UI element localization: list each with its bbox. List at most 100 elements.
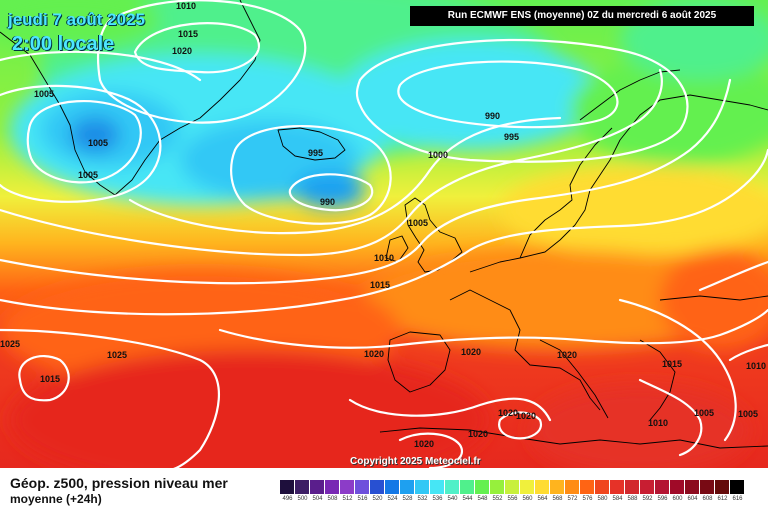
color-scale-tick-label: 504 [312,496,323,502]
map-footer: Géop. z500, pression niveau mer moyenne … [0,468,768,512]
isobar-label: 1005 [78,170,98,180]
isobar-label: 1005 [694,408,714,418]
color-scale-swatch [475,480,490,494]
color-scale-swatch [490,480,505,494]
color-scale-swatch [520,480,535,494]
color-scale-swatch [535,480,550,494]
isobar-label: 1020 [414,439,434,449]
weather-map: 1010 1015 1020 1005 1005 1005 990 995 99… [0,0,768,468]
isobar-label: 1005 [88,138,108,148]
color-scale-tick-label: 592 [642,496,653,502]
color-scale-tick-label: 580 [597,496,608,502]
geopotential-patches [0,0,768,468]
color-scale-swatch [385,480,400,494]
color-scale-tick-label: 512 [342,496,353,502]
isobar-label: 1015 [662,359,682,369]
color-scale-tick-label: 516 [357,496,368,502]
color-scale-tick-label: 588 [627,496,638,502]
color-scale-bar [280,480,745,494]
color-scale-swatch [280,480,295,494]
color-scale-swatch [460,480,475,494]
color-scale-tick-label: 616 [732,496,743,502]
color-scale-tick-label: 496 [282,496,293,502]
isobar-label: 995 [308,148,323,158]
color-scale-swatch [325,480,340,494]
map-canvas: 1010 1015 1020 1005 1005 1005 990 995 99… [0,0,768,468]
color-scale-ticks: 496 500 504 508 512 516 520 524 528 532 536 540 544 5… [280,496,745,502]
isobar-label: 1020 [498,408,518,418]
model-run-banner: Run ECMWF ENS (moyenne) 0Z du mercredi 6… [410,6,754,26]
color-scale-tick-label: 524 [387,496,398,502]
color-scale-swatch [730,480,745,494]
isobar-label: 995 [504,132,519,142]
color-scale-swatch [685,480,700,494]
isobar-label: 1005 [408,218,428,228]
isobar-label: 1020 [364,349,384,359]
isobar-label: 1020 [461,347,481,357]
color-scale-swatch [400,480,415,494]
color-scale-swatch [610,480,625,494]
isobar-label: 1010 [746,361,766,371]
color-scale-tick-label: 500 [297,496,308,502]
color-scale-tick-label: 612 [717,496,728,502]
color-scale-swatch [565,480,580,494]
isobar-label: 1020 [468,429,488,439]
color-scale-tick-label: 596 [657,496,668,502]
color-scale-tick-label: 520 [372,496,383,502]
color-scale-tick-label: 608 [702,496,713,502]
color-scale-swatch [355,480,370,494]
color-scale-swatch [505,480,520,494]
color-scale-tick-label: 572 [567,496,578,502]
color-scale-swatch [430,480,445,494]
map-title: Géop. z500, pression niveau mer [10,475,228,491]
isobar-label: 1015 [370,280,390,290]
color-scale-tick-label: 568 [552,496,563,502]
isobars [0,0,768,468]
isobar-label: 990 [485,111,500,121]
color-scale-tick-label: 532 [417,496,428,502]
isobar-label: 1000 [428,150,448,160]
color-scale-tick-label: 560 [522,496,533,502]
color-scale-tick-label: 540 [447,496,458,502]
color-scale-swatch [580,480,595,494]
forecast-time: 2:00 locale [12,33,115,55]
color-scale-swatch [340,480,355,494]
color-scale-tick-label: 600 [672,496,683,502]
color-scale-swatch [595,480,610,494]
isobar-label: 1020 [557,350,577,360]
isobar-label: 1020 [172,46,192,56]
isobar-label: 1005 [738,409,758,419]
isobar-label: 1025 [107,350,127,360]
color-scale-tick-label: 548 [477,496,488,502]
color-scale-swatch [310,480,325,494]
color-scale-swatch [625,480,640,494]
color-scale-swatch [715,480,730,494]
color-scale-tick-label: 528 [402,496,413,502]
color-scale-tick-label: 564 [537,496,548,502]
color-scale-swatch [370,480,385,494]
isobar-label: 990 [320,197,335,207]
color-scale-swatch [700,480,715,494]
color-scale-swatch [445,480,460,494]
color-scale-tick-label: 556 [507,496,518,502]
forecast-date: jeudi 7 août 2025 [8,10,145,29]
color-scale-tick-label: 508 [327,496,338,502]
copyright-text: Copyright 2025 Meteociel.fr [350,456,481,467]
color-scale-tick-label: 576 [582,496,593,502]
map-subtitle: moyenne (+24h) [10,492,102,506]
color-scale-tick-label: 584 [612,496,623,502]
coastlines [0,0,768,449]
color-scale-swatch [655,480,670,494]
isobar-label: 1025 [0,339,20,349]
isobar-label: 1020 [516,411,536,421]
color-scale-tick-label: 552 [492,496,503,502]
isobar-label: 1005 [34,89,54,99]
color-scale-swatch [550,480,565,494]
color-scale-tick-label: 536 [432,496,443,502]
isobar-label: 1010 [648,418,668,428]
color-scale-swatch [415,480,430,494]
color-scale-tick-label: 544 [462,496,473,502]
color-scale-swatch [670,480,685,494]
color-scale-swatch [295,480,310,494]
